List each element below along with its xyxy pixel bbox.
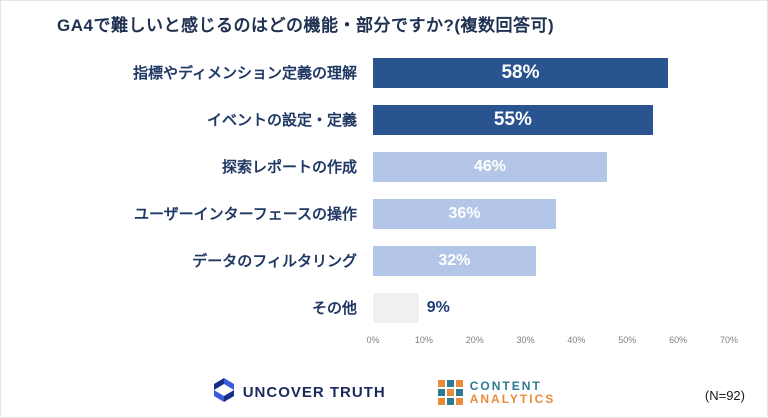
- bar-row: データのフィルタリング 32%: [13, 237, 729, 284]
- category-label: データのフィルタリング: [192, 253, 357, 270]
- category-label: イベントの設定・定義: [206, 112, 357, 129]
- category-label: その他: [311, 300, 357, 317]
- uncover-truth-logo: UNCOVER TRUTH: [213, 378, 386, 407]
- footer-logos: UNCOVER TRUTH CONTENT ANALYTICS: [1, 378, 767, 407]
- bar: 32%: [373, 245, 536, 276]
- bar: 58%: [373, 57, 668, 88]
- value-label: 46%: [473, 157, 506, 175]
- content-analytics-grid-icon: [437, 380, 463, 405]
- x-axis: 0% 10% 20% 30% 40% 50% 60% 70%: [366, 335, 738, 349]
- x-axis-tick: 50%: [618, 335, 637, 345]
- content-wordmark-line1: CONTENT: [469, 378, 542, 393]
- bar-track: 58%: [373, 57, 729, 88]
- sample-size-note: (N=92): [704, 388, 745, 403]
- bar: 9%: [373, 292, 450, 323]
- bar-row: 指標やディメンション定義の理解 58%: [13, 49, 729, 96]
- category-label: ユーザーインターフェースの操作: [133, 206, 357, 223]
- value-label: 9%: [426, 298, 450, 316]
- x-axis-tick: 10%: [414, 335, 433, 345]
- value-label: 58%: [501, 61, 540, 83]
- bar-track: 32%: [373, 245, 729, 276]
- bar: 36%: [373, 198, 557, 229]
- x-axis-tick: 70%: [719, 335, 739, 345]
- bar-row: イベントの設定・定義 55%: [13, 96, 729, 143]
- uncover-truth-wordmark: UNCOVER TRUTH: [242, 384, 386, 401]
- value-label: 55%: [493, 108, 532, 130]
- bar-row: その他 9%: [13, 284, 729, 331]
- x-axis-tick: 20%: [465, 335, 484, 345]
- bar-track: 46%: [373, 151, 729, 182]
- bar: 46%: [373, 151, 607, 182]
- bar-row: ユーザーインターフェースの操作 36%: [13, 190, 729, 237]
- content-analytics-logo: CONTENT ANALYTICS: [437, 380, 556, 405]
- bar-track: 9%: [373, 292, 729, 323]
- bar-track: 36%: [373, 198, 729, 229]
- x-axis-tick: 0%: [366, 335, 380, 345]
- value-label: 32%: [438, 251, 471, 269]
- bar-chart: 指標やディメンション定義の理解 58% イベントの設定・定義 55% 探索レポートの作成…: [13, 49, 729, 331]
- uncover-truth-hexagon-icon: [213, 378, 235, 407]
- content-wordmark-line2: ANALYTICS: [469, 391, 556, 406]
- category-label: 探索レポートの作成: [221, 159, 357, 176]
- bar-row: 探索レポートの作成 46%: [13, 143, 729, 190]
- bar-track: 55%: [373, 104, 729, 135]
- content-analytics-wordmark: CONTENT ANALYTICS: [470, 380, 556, 405]
- value-label: 36%: [448, 204, 481, 222]
- x-axis-tick: 60%: [669, 335, 688, 345]
- category-label: 指標やディメンション定義の理解: [133, 65, 357, 82]
- x-axis-tick: 40%: [567, 335, 586, 345]
- chart-title: GA4で難しいと感じるのはどの機能・部分ですか?(複数回答可): [57, 16, 555, 35]
- x-axis-tick: 30%: [516, 335, 535, 345]
- bar: 55%: [373, 104, 653, 135]
